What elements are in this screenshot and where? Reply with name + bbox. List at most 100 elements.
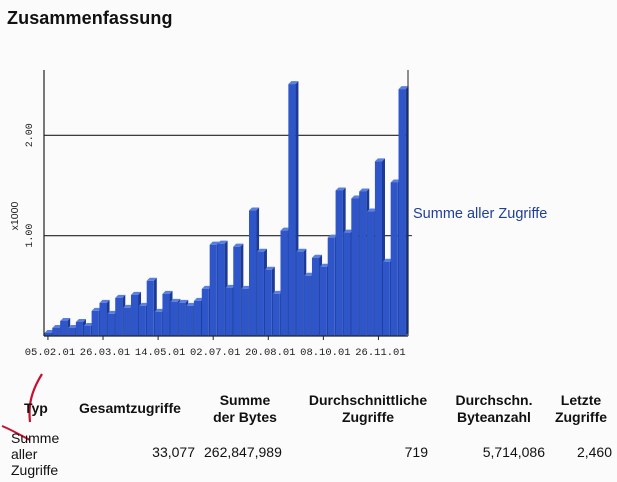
bar-top <box>351 195 362 199</box>
bar-top <box>130 291 142 295</box>
bar-top <box>201 285 212 289</box>
bar-top <box>193 297 204 301</box>
bar-front <box>138 305 146 336</box>
bar-top <box>162 290 173 294</box>
bar-top <box>107 310 118 314</box>
bar-top <box>304 272 315 276</box>
bar-front <box>311 257 320 336</box>
chart-axes <box>43 70 412 340</box>
bar-front <box>398 89 406 336</box>
header-gesamtzugriffe: Gesamtzugriffe <box>79 400 181 416</box>
bar-front <box>374 161 382 336</box>
bar-front <box>68 327 76 336</box>
header-typ: Typ <box>24 400 48 416</box>
bar-front <box>343 232 351 336</box>
bar-front <box>390 182 398 336</box>
bar-front <box>241 288 249 336</box>
bar-front <box>249 210 257 336</box>
bar-top <box>68 324 79 328</box>
bar-top <box>256 248 267 252</box>
bar-top <box>272 290 283 294</box>
cell-gesamtzugriffe: 33,077 <box>152 444 195 460</box>
legend-series-label: Summe aller Zugriffe <box>413 206 548 222</box>
bar-top <box>233 243 244 247</box>
cell-durchschn-byteanzahl: 5,714,086 <box>482 444 545 460</box>
bar-top <box>264 266 275 270</box>
bar-front <box>280 230 288 336</box>
header-durchschnittliche-zugriffe: Durchschnittliche Zugriffe <box>308 392 428 425</box>
bar-top <box>280 227 291 231</box>
bar-front <box>99 302 107 336</box>
bar-top <box>83 322 94 326</box>
y-tick-label-0: 1.00 <box>25 224 36 248</box>
bar-top <box>343 229 354 233</box>
bar-top <box>115 294 126 298</box>
bar-front <box>146 280 154 336</box>
bar-front <box>296 251 304 336</box>
bar-front <box>209 244 217 336</box>
bar-top <box>138 302 149 306</box>
bar-top <box>178 299 189 303</box>
bar-front <box>327 237 335 336</box>
bar-front <box>178 302 186 336</box>
bar-top <box>249 207 260 211</box>
bar-top <box>99 299 110 303</box>
bar <box>398 86 409 336</box>
bar-top <box>60 317 71 321</box>
bar-front <box>351 198 359 336</box>
header-summe-der-bytes: Summe der Bytes <box>213 392 277 425</box>
bar-front <box>186 305 194 336</box>
bar-front <box>335 190 343 336</box>
cell-summe-der-bytes: 262,847,989 <box>204 444 282 460</box>
y-axis-label: x1000 <box>9 202 21 231</box>
bar-front <box>154 311 162 336</box>
bar-front <box>115 297 123 336</box>
bar-top <box>390 179 401 183</box>
bar-front <box>256 251 264 336</box>
bar-front <box>193 300 201 336</box>
bar-top <box>52 324 63 328</box>
bar-top <box>311 254 323 258</box>
bar-front <box>123 307 131 336</box>
x-tick-label-3: 02.07.01 <box>190 347 240 359</box>
chart-labels: 1.00 2.00 x1000 05.02.01 26.03.01 14.05.01 02.… <box>9 123 406 359</box>
bar-top <box>359 188 370 192</box>
bar-top <box>241 285 252 289</box>
bar-front <box>91 310 99 336</box>
bar-top <box>382 258 393 262</box>
bar-top <box>123 304 134 308</box>
bar-front <box>272 293 280 336</box>
bar-front <box>367 211 375 336</box>
bar-front <box>60 320 68 336</box>
bar-top <box>217 240 228 244</box>
bar-front <box>319 266 327 336</box>
bar-top <box>75 318 86 322</box>
cell-typ: Summe aller Zugriffe <box>11 430 60 478</box>
bar-top <box>288 81 299 85</box>
cell-durchschnittliche-zugriffe: 719 <box>404 444 428 460</box>
chart-bars <box>44 81 409 336</box>
bar-front <box>52 327 60 336</box>
bar-front <box>382 261 390 336</box>
access-chart: 1.00 2.00 x1000 05.02.01 26.03.01 14.05.01 02.… <box>9 70 412 359</box>
bar-top <box>44 329 55 333</box>
bar-front <box>288 84 296 336</box>
bar-top <box>91 307 102 311</box>
bar-top <box>319 263 330 267</box>
bar-front <box>107 313 115 336</box>
bar-top <box>170 298 181 302</box>
bar-top <box>146 277 157 281</box>
bar-front <box>264 269 272 336</box>
bar-front <box>162 293 170 336</box>
bar-top <box>186 302 197 306</box>
x-tick-label-5: 08.10.01 <box>300 347 350 359</box>
bar-top <box>209 241 220 245</box>
x-tick-label-1: 26.03.01 <box>80 347 130 359</box>
bar-top <box>398 86 409 90</box>
x-tick-label-0: 05.02.01 <box>25 347 75 359</box>
x-tick-label-4: 20.08.01 <box>245 347 295 359</box>
bar-front <box>44 332 52 336</box>
bar-front <box>304 275 312 336</box>
bar-top <box>367 208 378 212</box>
